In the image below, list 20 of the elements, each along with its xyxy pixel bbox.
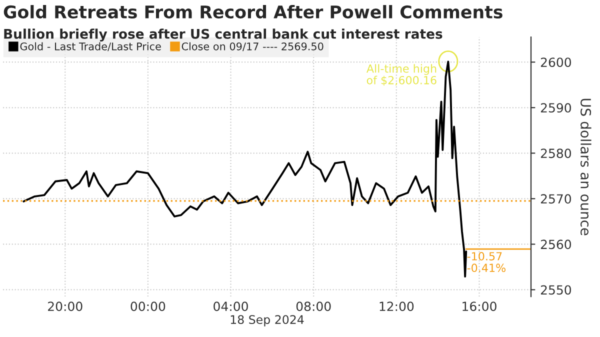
x-tick-label: 12:00 bbox=[380, 302, 414, 312]
y-tick-label: 2590 bbox=[540, 103, 572, 113]
legend-label: Close on 09/17 ---- 2569.50 bbox=[182, 42, 324, 52]
chart-subtitle: Bullion briefly rose after US central bank cut interest rates bbox=[4, 28, 442, 42]
legend-label: Gold - Last Trade/Last Price bbox=[20, 42, 161, 52]
y-tick-label: 2550 bbox=[540, 285, 572, 295]
y-axis-title: US dollars an ounce bbox=[580, 98, 592, 236]
y-tick-label: 2600 bbox=[540, 58, 572, 68]
x-axis-title: 18 Sep 2024 bbox=[230, 315, 304, 326]
annotation: -10.57 -0.41% bbox=[467, 252, 506, 272]
y-tick-label: 2570 bbox=[540, 194, 572, 204]
x-tick-label: 08:00 bbox=[296, 302, 331, 312]
x-tick-label: 00:00 bbox=[130, 302, 166, 312]
y-tick-label: 2560 bbox=[540, 240, 572, 250]
x-tick-label: 20:00 bbox=[48, 302, 82, 312]
y-tick-label: 2580 bbox=[540, 148, 572, 158]
chart-title: Gold Retreats From Record After Powell Comments bbox=[4, 5, 502, 18]
x-tick-label: 16:00 bbox=[462, 302, 496, 312]
annotation: All-time high of $2,600.16 bbox=[366, 64, 436, 86]
x-tick-label: 04:00 bbox=[214, 302, 248, 312]
